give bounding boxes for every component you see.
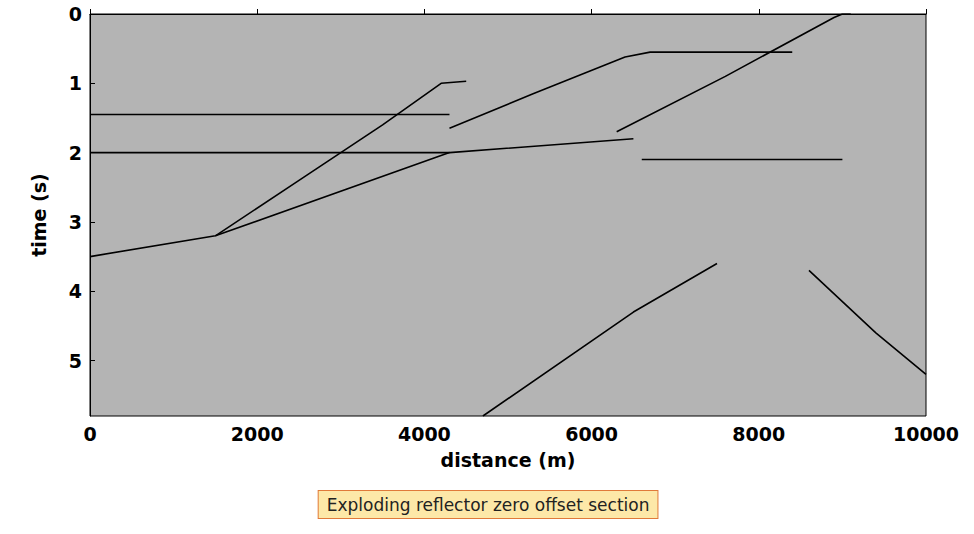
svg-text:4000: 4000 [398,423,451,445]
svg-text:time (s): time (s) [28,173,50,257]
svg-text:2000: 2000 [231,423,284,445]
svg-text:2: 2 [69,142,82,164]
svg-text:6000: 6000 [565,423,618,445]
svg-text:3: 3 [69,211,82,233]
svg-text:0: 0 [69,3,82,25]
svg-text:1: 1 [69,72,82,94]
svg-text:distance (m): distance (m) [441,449,576,471]
svg-text:Exploding reflector zero offse: Exploding reflector zero offset section [327,495,650,515]
svg-text:10000: 10000 [893,423,959,445]
svg-text:8000: 8000 [732,423,785,445]
svg-text:4: 4 [69,280,82,302]
svg-text:0: 0 [83,423,96,445]
svg-text:5: 5 [69,350,82,372]
